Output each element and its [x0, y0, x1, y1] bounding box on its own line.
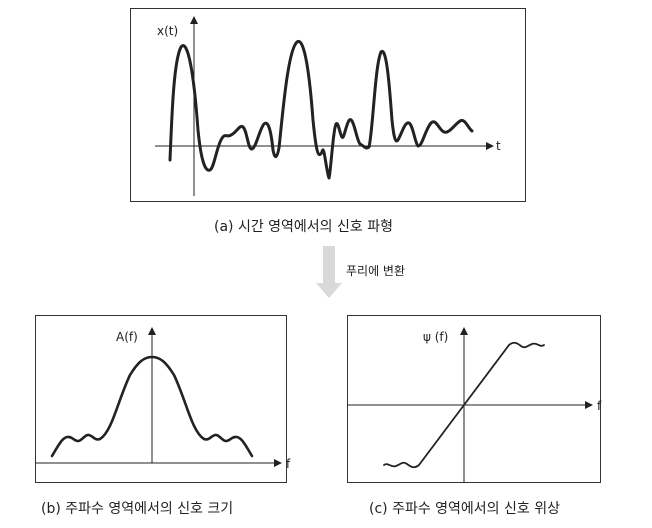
fourier-transform-label: 푸리에 변환: [346, 264, 406, 278]
magnitude-frequency-axis-label: f: [286, 457, 291, 471]
magnitude-caption: (b) 주파수 영역에서의 신호 크기: [41, 501, 234, 517]
phase-panel: [347, 315, 601, 483]
phase-axis-arrow: [460, 327, 468, 335]
phase-caption: (c) 주파수 영역에서의 신호 위상: [369, 501, 560, 517]
phase-frequency-axis-label: f: [597, 399, 602, 413]
magnitude-axis-arrow: [148, 327, 156, 335]
magnitude-frequency-axis-arrow: [274, 459, 282, 467]
time-axis-label: t: [496, 139, 501, 153]
time-axis-arrow: [486, 142, 494, 150]
time-domain-caption: (a) 시간 영역에서의 신호 파형: [214, 219, 393, 235]
time-waveform: [168, 40, 474, 180]
amplitude-axis-arrow: [190, 16, 198, 24]
amplitude-axis-label: x(t): [157, 24, 178, 38]
phase-frequency-axis-arrow: [585, 401, 593, 409]
magnitude-axis-label: A(f): [116, 330, 138, 344]
phase-axis-label: ψ (f): [423, 330, 448, 344]
magnitude-curve: [50, 355, 254, 458]
phase-curve: [383, 341, 545, 469]
magnitude-panel: [35, 315, 287, 483]
